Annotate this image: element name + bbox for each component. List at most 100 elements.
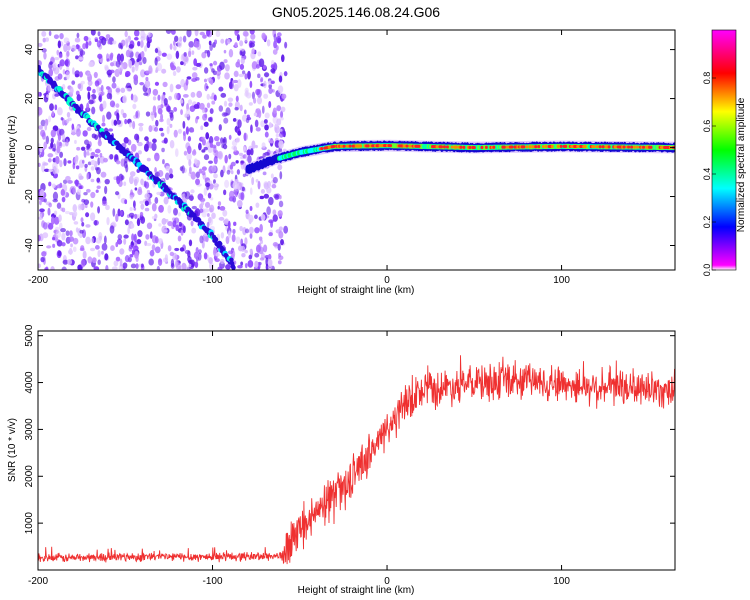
noise-speckle [268,140,275,144]
noise-speckle [39,213,43,218]
noise-speckle [106,58,110,62]
noise-speckle [203,187,208,196]
noise-speckle [268,219,274,224]
noise-speckle [223,49,227,54]
noise-speckle [56,202,62,209]
noise-speckle [255,127,261,132]
noise-speckle [265,257,269,267]
noise-speckle [237,130,242,136]
noise-speckle [130,263,137,269]
noise-speckle [223,59,228,64]
noise-speckle [209,197,214,201]
noise-speckle [180,229,184,236]
noise-speckle [90,178,95,183]
noise-speckle [72,67,75,75]
carrier-peak [528,145,532,149]
noise-speckle [157,169,164,178]
noise-speckle [201,136,206,141]
noise-speckle [56,145,61,154]
noise-speckle [154,126,159,132]
noise-speckle [133,207,137,211]
noise-speckle [193,251,199,260]
noise-speckle [109,100,116,108]
noise-speckle [110,245,115,252]
noise-speckle [154,81,160,86]
snr-background [38,331,675,570]
noise-speckle [52,191,59,201]
noise-speckle [157,107,163,115]
noise-speckle [120,87,126,93]
carrier-peak [660,145,664,150]
noise-speckle [82,130,88,137]
noise-speckle [48,30,52,37]
noise-speckle [54,93,60,97]
noise-speckle [228,153,232,160]
noise-speckle [162,81,168,88]
noise-speckle [215,141,221,147]
noise-speckle [259,195,265,200]
noise-speckle [131,249,135,255]
noise-speckle [139,81,145,86]
noise-speckle [263,182,269,190]
noise-speckle [93,266,100,270]
y-tick-label: 20 [24,93,35,105]
snr-ticks: -200 -100 0 100 1000 2000 3000 4000 5000 [24,324,675,587]
noise-speckle [183,52,187,57]
noise-speckle [86,143,91,149]
noise-speckle [62,259,69,265]
noise-speckle [185,108,191,118]
noise-speckle [201,166,207,171]
noise-speckle [262,64,267,70]
noise-speckle [82,250,87,260]
noise-speckle [244,249,248,254]
noise-speckle [157,258,163,266]
noise-speckle [111,119,115,126]
noise-speckle [52,148,56,152]
noise-speckle [249,42,255,48]
noise-speckle [232,228,236,235]
carrier-peak [389,144,393,148]
noise-speckle [57,250,62,257]
noise-speckle [161,52,167,57]
noise-speckle [113,119,118,126]
noise-speckle [90,166,95,171]
noise-speckle [194,30,199,37]
carrier-peak [342,144,346,148]
noise-speckle [230,170,234,175]
noise-speckle [199,235,204,244]
noise-speckle [49,103,54,111]
noise-speckle [40,119,46,127]
y-tick-label: 5000 [24,324,35,347]
carrier-peak [598,145,602,149]
noise-speckle [186,103,190,111]
noise-speckle [44,123,48,131]
noise-speckle [281,93,287,100]
noise-speckle [134,133,140,141]
noise-speckle [191,72,198,79]
noise-speckle [138,263,142,267]
noise-speckle [260,78,263,83]
noise-speckle [270,150,274,155]
noise-speckle [244,87,249,94]
carrier-peak [445,145,449,149]
noise-speckle [87,256,93,264]
noise-speckle [268,100,272,109]
noise-speckle [186,30,192,38]
noise-speckle [144,80,151,88]
noise-speckle [256,96,263,105]
noise-speckle [115,103,120,108]
noise-speckle [84,163,88,168]
noise-speckle [96,185,101,190]
noise-speckle [215,30,221,38]
noise-speckle [63,43,68,53]
noise-speckle [50,266,55,270]
noise-speckle [133,74,139,81]
noise-speckle [173,92,179,100]
noise-speckle [280,106,286,113]
noise-speckle [135,263,139,270]
noise-speckle [242,226,247,236]
noise-speckle [260,252,266,260]
noise-speckle [45,266,49,270]
noise-speckle [214,39,218,45]
noise-speckle [75,128,81,137]
